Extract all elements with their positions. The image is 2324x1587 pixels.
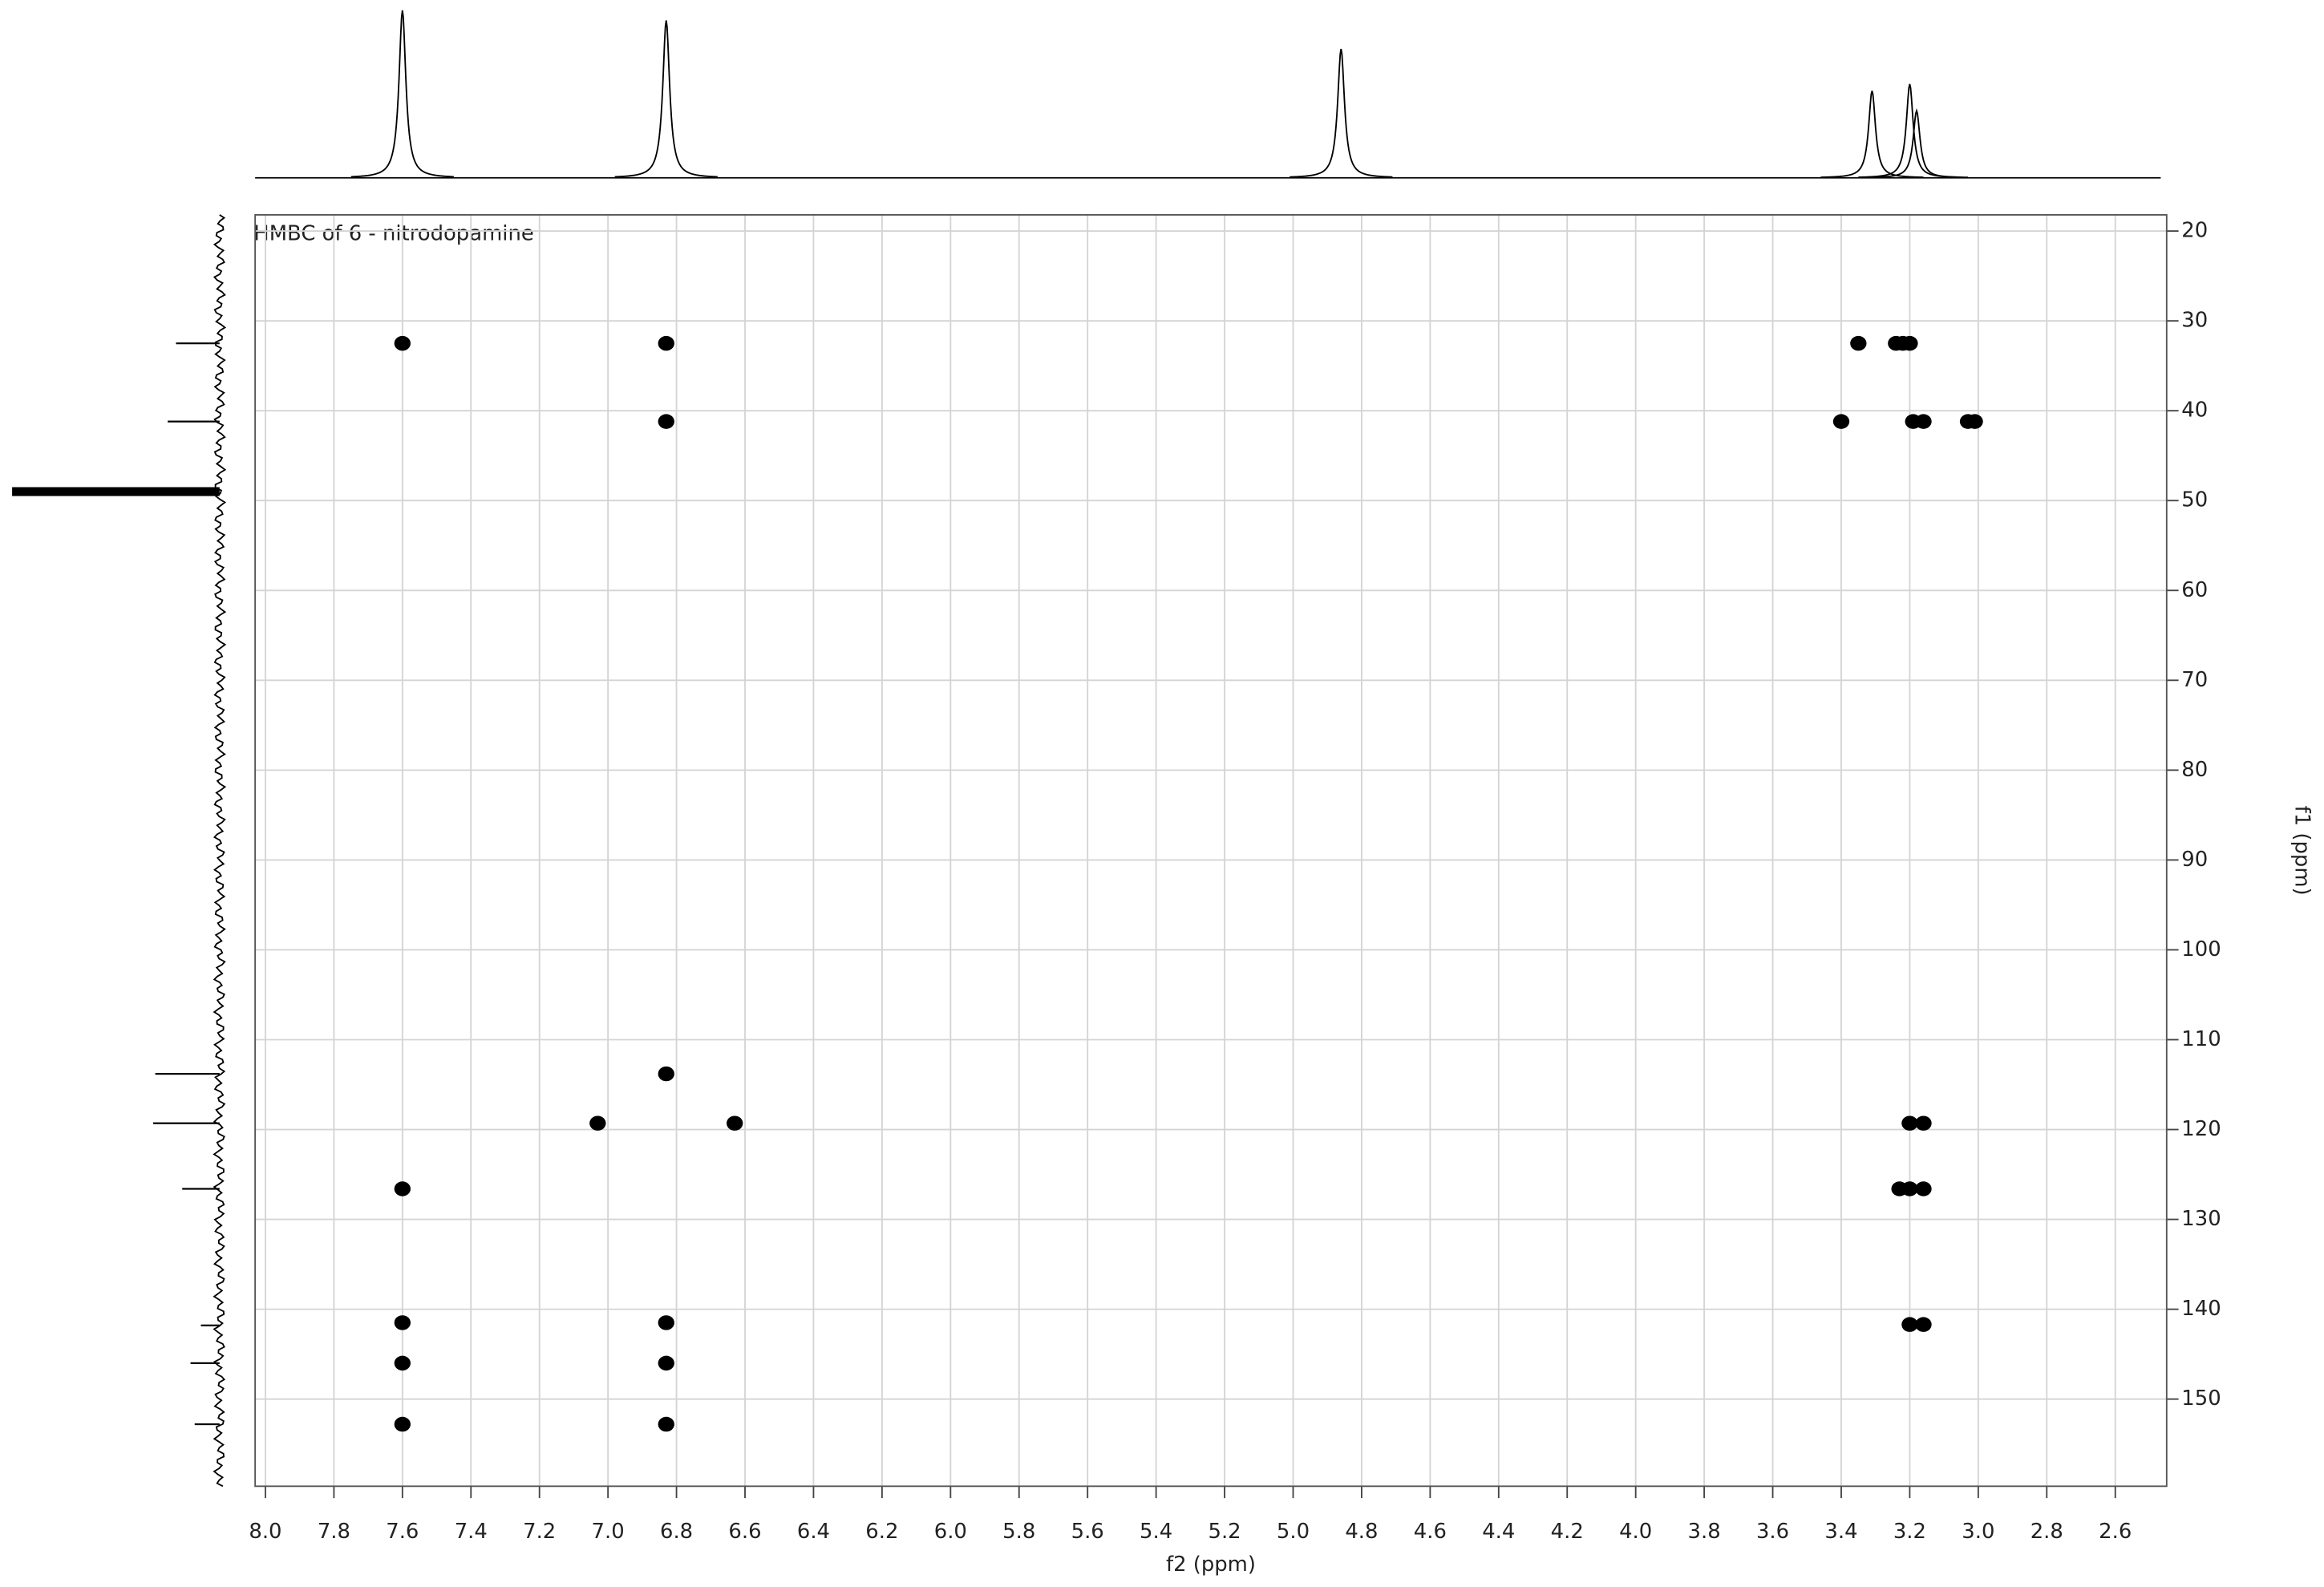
f2-peak	[1290, 48, 1393, 178]
x-tick-label: 6.0	[934, 1520, 967, 1544]
x-axis-label: f2 (ppm)	[1166, 1553, 1256, 1577]
x-tick-label: 2.6	[2099, 1520, 2132, 1544]
x-tick-label: 4.8	[1345, 1520, 1378, 1544]
chart-title: HMBC of 6 - nitrodopamine	[253, 221, 533, 245]
f1-peak	[176, 342, 220, 345]
x-tick-label: 3.0	[1962, 1520, 1994, 1544]
f1-peak	[153, 1122, 220, 1124]
cross-peak	[658, 1066, 674, 1082]
y-tick-label: 40	[2181, 399, 2208, 423]
x-tick-label: 2.8	[2030, 1520, 2063, 1544]
f2-peak	[350, 10, 454, 178]
x-tick-label: 5.8	[1002, 1520, 1035, 1544]
cross-peak	[658, 1355, 674, 1371]
cross-peak	[1915, 414, 1932, 429]
cross-peak	[394, 1315, 411, 1330]
y-tick-label: 120	[2181, 1117, 2221, 1141]
x-tick-label: 4.0	[1619, 1520, 1652, 1544]
y-tick-label: 110	[2181, 1027, 2221, 1051]
cross-peak	[1901, 1181, 1918, 1196]
x-tick-label: 6.8	[660, 1520, 693, 1544]
cross-peak	[1915, 1181, 1932, 1196]
f1-peak	[155, 1072, 220, 1075]
plot-frame	[254, 214, 2168, 1488]
x-tick-label: 5.0	[1277, 1520, 1310, 1544]
cross-peak	[1901, 1317, 1918, 1332]
cross-peak	[658, 1416, 674, 1432]
x-tick-label: 3.6	[1756, 1520, 1789, 1544]
y-tick-label: 100	[2181, 937, 2221, 962]
x-tick-label: 5.4	[1140, 1520, 1172, 1544]
x-tick-label: 5.6	[1071, 1520, 1104, 1544]
x-tick-label: 7.8	[318, 1520, 350, 1544]
x-tick-label: 5.2	[1208, 1520, 1241, 1544]
y-tick-label: 20	[2181, 219, 2208, 243]
cross-peak	[658, 335, 674, 351]
x-tick-label: 7.2	[523, 1520, 556, 1544]
x-tick-label: 7.0	[592, 1520, 625, 1544]
f1-peak	[182, 1188, 220, 1190]
x-tick-label: 4.4	[1482, 1520, 1515, 1544]
x-tick-label: 6.6	[728, 1520, 761, 1544]
y-tick-label: 150	[2181, 1387, 2221, 1411]
y-tick-label: 60	[2181, 578, 2208, 602]
f2-peak	[1820, 90, 1924, 178]
x-tick-label: 3.2	[1893, 1520, 1926, 1544]
cross-peak	[1832, 414, 1850, 429]
y-axis-label: f1 (ppm)	[2290, 806, 2314, 896]
f1-peak	[190, 1362, 220, 1364]
cross-peak	[394, 1355, 411, 1371]
x-tick-label: 6.4	[797, 1520, 830, 1544]
cross-peak	[658, 414, 674, 429]
cross-peak	[1915, 1317, 1932, 1332]
y-tick-label: 90	[2181, 848, 2208, 872]
cross-peak	[1850, 335, 1867, 351]
cross-peak	[658, 1315, 674, 1330]
y-tick-label: 80	[2181, 758, 2208, 782]
f1-peak	[200, 1324, 220, 1326]
x-tick-label: 6.2	[865, 1520, 898, 1544]
x-tick-label: 8.0	[249, 1520, 281, 1544]
f2-peak	[614, 20, 718, 178]
f1-noise	[213, 214, 227, 1488]
x-tick-label: 3.4	[1824, 1520, 1857, 1544]
f2-peak	[1864, 108, 1969, 179]
f1-peak	[12, 487, 220, 496]
x-tick-label: 4.2	[1551, 1520, 1584, 1544]
cross-peak	[1915, 1115, 1932, 1131]
x-tick-label: 7.6	[386, 1520, 419, 1544]
cross-peak	[394, 1181, 411, 1196]
cross-peak	[394, 335, 411, 351]
x-tick-label: 3.8	[1688, 1520, 1721, 1544]
cross-peak	[1901, 1115, 1918, 1131]
cross-peak	[589, 1115, 606, 1131]
f1-peak	[194, 1423, 220, 1426]
cross-peak	[727, 1115, 743, 1131]
cross-peak	[394, 1416, 411, 1432]
y-tick-label: 30	[2181, 309, 2208, 333]
cross-peak	[1901, 335, 1918, 351]
y-tick-label: 50	[2181, 488, 2208, 512]
f1-peak	[168, 420, 220, 423]
x-tick-label: 7.4	[455, 1520, 488, 1544]
cross-peak	[1966, 414, 1983, 429]
x-tick-label: 4.6	[1414, 1520, 1447, 1544]
y-tick-label: 70	[2181, 668, 2208, 692]
y-tick-label: 140	[2181, 1297, 2221, 1321]
y-tick-label: 130	[2181, 1207, 2221, 1231]
